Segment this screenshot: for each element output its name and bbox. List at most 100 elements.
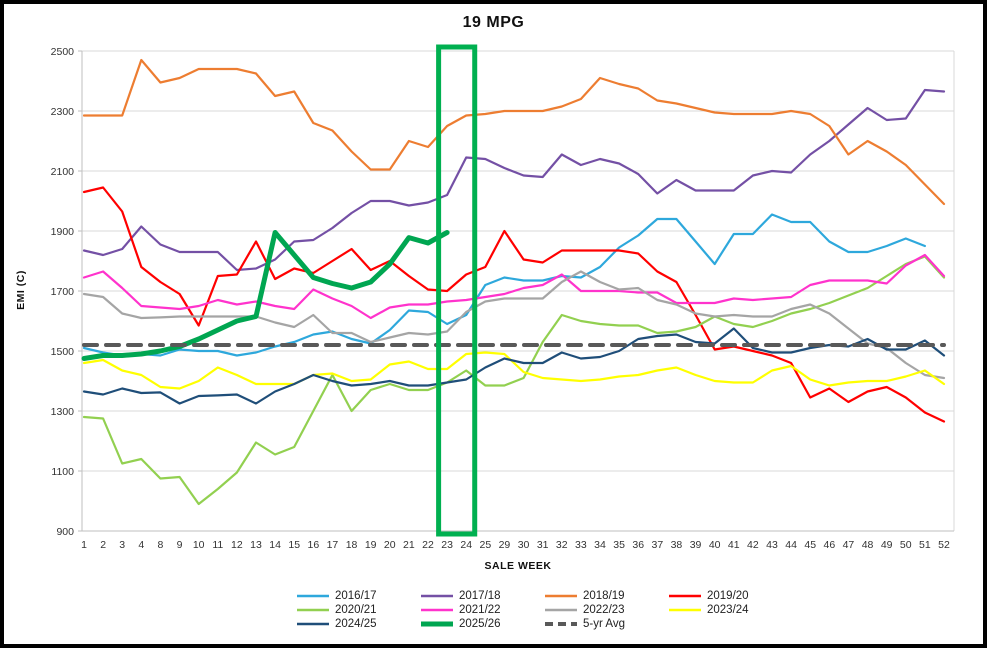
x-tick-label: 12 xyxy=(231,539,243,551)
legend-item-2017-18: 2017/18 xyxy=(420,590,544,602)
legend-swatch xyxy=(297,608,329,612)
x-tick-label: 22 xyxy=(422,539,434,551)
x-tick-label: 41 xyxy=(728,539,740,551)
legend-item-2025-26: 2025/26 xyxy=(420,618,544,630)
chart-title: 19 MPG xyxy=(462,14,525,31)
x-tick-label: 31 xyxy=(537,539,549,551)
series-line-2025-26 xyxy=(81,230,450,361)
x-tick-label: 51 xyxy=(919,539,931,551)
x-tick-label: 4 xyxy=(138,539,144,551)
legend-item-2024-25: 2024/25 xyxy=(296,618,420,630)
legend-row: 2016/17 2017/18 2018/19 2019/20 xyxy=(296,589,792,603)
x-tick-label: 35 xyxy=(613,539,625,551)
x-tick-label: 38 xyxy=(671,539,683,551)
legend-swatch xyxy=(669,608,701,612)
x-tick-label: 8 xyxy=(158,539,164,551)
y-tick-label: 1500 xyxy=(51,346,75,358)
series-line-2021-22 xyxy=(82,253,946,320)
x-tick-label: 24 xyxy=(460,539,472,551)
y-tick-label: 1700 xyxy=(51,286,75,298)
legend-swatch xyxy=(421,608,453,612)
x-tick-label: 20 xyxy=(384,539,396,551)
series-line-2019-20 xyxy=(82,186,946,423)
x-tick-label: 34 xyxy=(594,539,606,551)
legend-label: 2016/17 xyxy=(335,590,377,602)
x-tick-label: 45 xyxy=(804,539,816,551)
legend-item-2020-21: 2020/21 xyxy=(296,604,420,616)
y-axis-title: EMI (C) xyxy=(15,270,27,310)
legend-swatch xyxy=(545,622,577,626)
legend-label: 2024/25 xyxy=(335,618,377,630)
x-tick-label: 3 xyxy=(119,539,125,551)
legend-label: 2020/21 xyxy=(335,604,377,616)
legend-swatch xyxy=(297,622,329,626)
series-line-2017-18 xyxy=(82,88,946,272)
x-tick-label: 19 xyxy=(365,539,377,551)
chart-legend: 2016/17 2017/18 2018/19 2019/20 2020/21 2021/… xyxy=(296,589,792,631)
x-tick-label: 52 xyxy=(938,539,950,551)
legend-swatch xyxy=(669,594,701,598)
x-tick-label: 50 xyxy=(900,539,912,551)
legend-item-2021-22: 2021/22 xyxy=(420,604,544,616)
legend-label: 2023/24 xyxy=(707,604,749,616)
x-tick-label: 44 xyxy=(785,539,797,551)
x-tick-label: 48 xyxy=(862,539,874,551)
x-tick-label: 36 xyxy=(632,539,644,551)
series-line-2018-19 xyxy=(82,58,946,206)
legend-item-2023-24: 2023/24 xyxy=(668,604,792,616)
x-tick-label: 2 xyxy=(100,539,106,551)
x-tick-label: 46 xyxy=(823,539,835,551)
legend-row: 2024/25 2025/26 5-yr Avg xyxy=(296,617,792,631)
x-tick-label: 37 xyxy=(651,539,663,551)
x-tick-label: 32 xyxy=(556,539,568,551)
x-tick-label: 16 xyxy=(307,539,319,551)
series-line-2016-17 xyxy=(82,213,927,357)
highlight-rectangle xyxy=(436,44,478,537)
x-tick-label: 1 xyxy=(81,539,87,551)
legend-label: 2025/26 xyxy=(459,618,501,630)
x-tick-label: 43 xyxy=(766,539,778,551)
y-tick-label: 900 xyxy=(56,526,74,538)
legend-label: 2018/19 xyxy=(583,590,625,602)
legend-swatch xyxy=(421,594,453,598)
legend-label: 2022/23 xyxy=(583,604,625,616)
x-tick-label: 14 xyxy=(269,539,281,551)
x-tick-label: 13 xyxy=(250,539,262,551)
x-tick-label: 21 xyxy=(403,539,415,551)
y-tick-label: 2100 xyxy=(51,166,75,178)
x-tick-label: 18 xyxy=(346,539,358,551)
x-tick-label: 39 xyxy=(690,539,702,551)
x-tick-label: 47 xyxy=(843,539,855,551)
y-tick-label: 2300 xyxy=(51,106,75,118)
y-tick-label: 1900 xyxy=(51,226,75,238)
series-line-2024-25 xyxy=(82,327,946,405)
y-tick-label: 1300 xyxy=(51,406,75,418)
legend-item-2018-19: 2018/19 xyxy=(544,590,668,602)
x-axis-title: SALE WEEK xyxy=(484,560,552,572)
legend-swatch xyxy=(545,608,577,612)
x-tick-label: 30 xyxy=(518,539,530,551)
x-tick-label: 40 xyxy=(709,539,721,551)
legend-swatch xyxy=(297,594,329,598)
x-tick-label: 25 xyxy=(479,539,491,551)
legend-label: 2017/18 xyxy=(459,590,501,602)
series-line-2023-24 xyxy=(82,351,946,390)
y-tick-label: 2500 xyxy=(51,46,75,58)
legend-swatch xyxy=(421,621,453,627)
legend-label: 5-yr Avg xyxy=(583,618,625,630)
y-tick-label: 1100 xyxy=(51,466,74,478)
x-tick-label: 42 xyxy=(747,539,759,551)
legend-item-2022-23: 2022/23 xyxy=(544,604,668,616)
x-tick-label: 49 xyxy=(881,539,893,551)
legend-label: 2021/22 xyxy=(459,604,501,616)
x-tick-label: 29 xyxy=(499,539,511,551)
legend-item-2019-20: 2019/20 xyxy=(668,590,792,602)
series-line-2022-23 xyxy=(82,270,946,380)
x-tick-label: 15 xyxy=(288,539,300,551)
x-tick-label: 9 xyxy=(177,539,183,551)
legend-label: 2019/20 xyxy=(707,590,749,602)
legend-item-2016-17: 2016/17 xyxy=(296,590,420,602)
legend-swatch xyxy=(545,594,577,598)
